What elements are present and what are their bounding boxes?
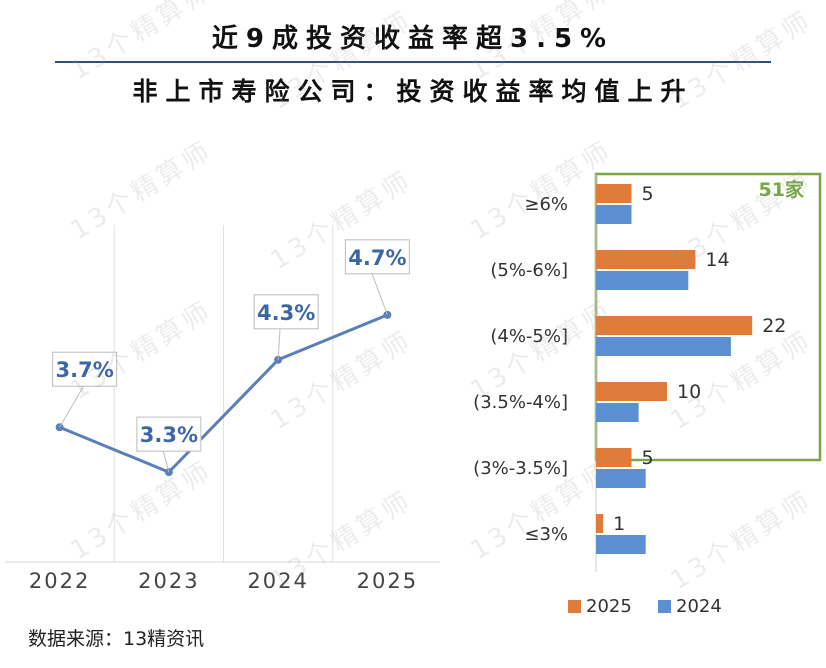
callout-leader (59, 383, 86, 428)
callout-box (136, 416, 202, 452)
category-label: (3%-3.5%] (473, 458, 568, 479)
title-divider (55, 61, 771, 63)
chart-title: 近9成投资收益率超3.5% (211, 24, 615, 54)
bar-value-label: 22 (762, 315, 786, 337)
callout-leader (277, 326, 281, 360)
bar-value-label: 10 (677, 381, 701, 403)
line-chart: 3.7% 3.3% 4.3% 4.7% 2022 2023 2024 2025 (5, 225, 440, 593)
bar-value-label: 1 (613, 513, 625, 535)
bar-2025 (596, 184, 632, 203)
bar-chart: 51家 ≥6% 5 (5%-6%] 14 (4%-5%] 22 (3.5%-4%] 10 (3%-… (473, 172, 822, 617)
callout-box (344, 239, 410, 275)
bar-value-label: 5 (642, 447, 654, 469)
x-tick-label: 2024 (247, 569, 308, 593)
bar-2024 (596, 337, 731, 356)
category-label: ≥6% (524, 194, 568, 215)
x-tick-label: 2023 (138, 569, 199, 593)
legend-label-2025: 2025 (586, 596, 632, 617)
category-label: (3.5%-4%] (473, 392, 568, 413)
category-label: (5%-6%] (490, 260, 568, 281)
bar-value-label: 14 (705, 249, 729, 271)
bar-2024 (596, 403, 639, 422)
bar-2025 (596, 250, 696, 269)
data-label: 3.3% (140, 423, 198, 447)
bar-2025 (596, 448, 632, 467)
x-tick-label: 2025 (357, 569, 418, 593)
x-tick-label: 2022 (29, 569, 90, 593)
bar-2024 (596, 271, 689, 290)
callout-box (52, 351, 118, 387)
bar-2024 (596, 469, 646, 488)
highlight-total-label: 51家 (759, 178, 805, 201)
legend-swatch-2025 (568, 600, 581, 613)
category-label: ≤3% (524, 524, 568, 545)
callout-leader (370, 271, 388, 316)
data-label: 4.7% (348, 246, 406, 270)
legend-label-2024: 2024 (676, 596, 722, 617)
data-label: 3.7% (56, 358, 114, 382)
callout-leader (162, 449, 170, 473)
callout-box (253, 294, 319, 330)
data-label: 4.3% (257, 301, 315, 325)
bar-2025 (596, 316, 753, 335)
category-label: (4%-5%] (490, 326, 568, 347)
series-line (59, 313, 388, 474)
chart-subtitle: 非上市寿险公司：投资收益率均值上升 (132, 77, 694, 106)
bar-2025 (596, 382, 667, 401)
legend-swatch-2024 (658, 600, 671, 613)
bar-2024 (596, 205, 632, 224)
bar-2025 (596, 514, 604, 533)
bar-2024 (596, 535, 646, 554)
data-source: 数据来源：13精资讯 (28, 628, 205, 650)
bar-value-label: 5 (642, 183, 654, 205)
